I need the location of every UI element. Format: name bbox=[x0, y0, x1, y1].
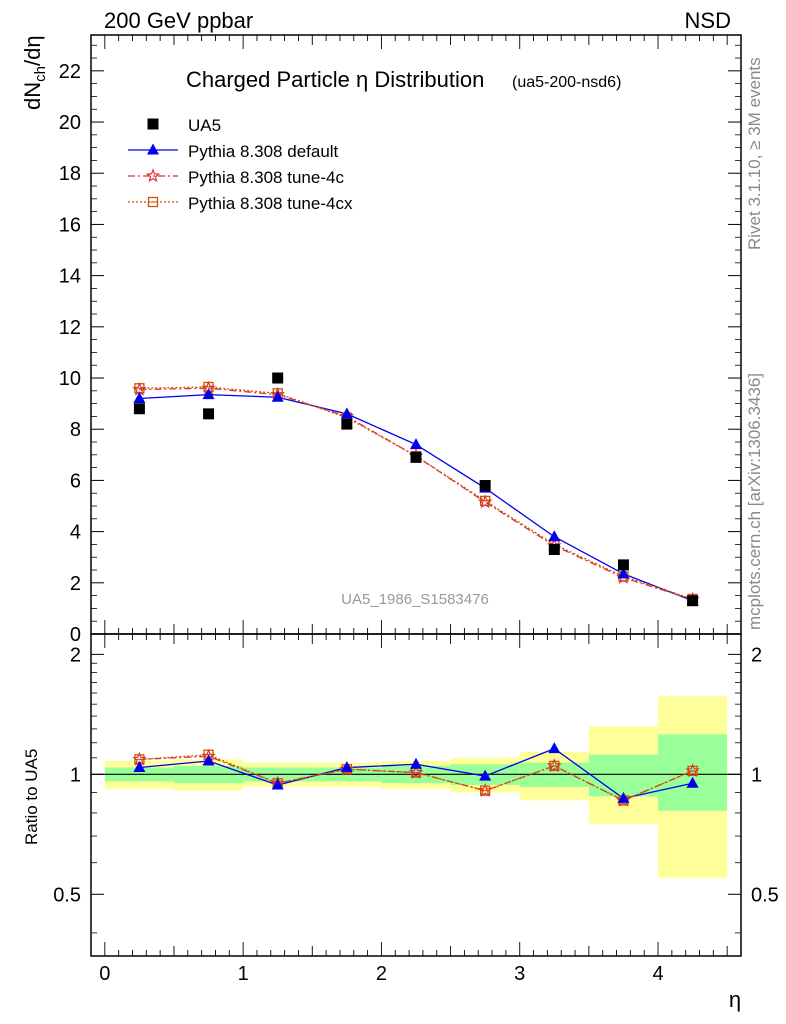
series-0-point bbox=[617, 559, 629, 571]
series-line-2 bbox=[139, 387, 693, 601]
series-1-point bbox=[410, 438, 422, 450]
y-tick-label: 14 bbox=[59, 266, 81, 288]
y-axis-label: dNch/dη bbox=[20, 35, 49, 110]
series-line-3 bbox=[139, 386, 693, 600]
y-tick-label: 16 bbox=[59, 214, 81, 236]
y-tick-label: 8 bbox=[70, 419, 81, 441]
rivet-label: Rivet 3.1.10, ≥ 3M events bbox=[745, 57, 764, 250]
series-1-point bbox=[548, 530, 561, 542]
header-right-label: NSD bbox=[685, 8, 731, 33]
series-line-1 bbox=[139, 394, 693, 602]
series-1-point bbox=[340, 407, 353, 419]
ratio-1-point bbox=[477, 783, 493, 797]
ratio-uncertainty-bands bbox=[104, 696, 728, 878]
legend-label-1: Pythia 8.308 default bbox=[188, 142, 339, 161]
x-axis-label: η bbox=[729, 987, 741, 1012]
x-tick-label: 3 bbox=[514, 963, 525, 985]
legend-marker-2 bbox=[145, 168, 161, 183]
y-tick-label: 12 bbox=[59, 317, 81, 339]
ratio-line-1 bbox=[139, 755, 693, 802]
ratio-tick-label-right: 0.5 bbox=[751, 884, 779, 906]
ratio-axis-label: Ratio to UA5 bbox=[22, 749, 41, 845]
ratio-1-point bbox=[547, 758, 562, 773]
ratio-0-point bbox=[479, 769, 492, 781]
x-tick-label: 0 bbox=[99, 963, 110, 985]
ratio-0-point bbox=[133, 761, 146, 773]
chart-title: Charged Particle η Distribution bbox=[186, 67, 484, 92]
ratio-tick-label-right: 2 bbox=[751, 644, 762, 666]
ratio-plot-frame bbox=[90, 633, 742, 957]
series-0-point bbox=[203, 408, 215, 420]
ratio-0-point bbox=[617, 791, 630, 803]
ratio-1-point bbox=[616, 792, 631, 807]
ratio-0-point bbox=[202, 754, 215, 766]
analysis-watermark: UA5_1986_S1583476 bbox=[341, 591, 489, 608]
y-tick-label: 0 bbox=[70, 624, 81, 646]
ratio-tick-label-right: 1 bbox=[751, 764, 762, 786]
series-1-point bbox=[271, 390, 284, 402]
legend-marker-1 bbox=[147, 143, 159, 155]
ratio-0-point bbox=[271, 778, 284, 790]
legend-marker-0 bbox=[147, 118, 159, 130]
ratio-tick-label: 0.5 bbox=[53, 884, 81, 906]
legend-label-2: Pythia 8.308 tune-4c bbox=[188, 168, 344, 187]
series-0-point bbox=[687, 595, 699, 607]
series-0-point bbox=[272, 372, 284, 384]
series-0-point bbox=[341, 418, 353, 430]
main-axis-ticks: 0 2 4 6 8 10 12 14 16 18 20 22 bbox=[59, 35, 742, 646]
series-1-point bbox=[202, 388, 215, 400]
series-0-point bbox=[479, 480, 491, 492]
x-tick-label: 1 bbox=[238, 963, 249, 985]
legend: UA5 Pythia 8.308 default Pythia 8.308 tune… bbox=[128, 116, 353, 213]
header-left-label: 200 GeV ppbar bbox=[104, 8, 253, 33]
ratio-band-inner bbox=[658, 734, 728, 811]
x-tick-label: 2 bbox=[376, 963, 387, 985]
y-tick-label: 20 bbox=[59, 112, 81, 134]
ratio-series-markers bbox=[132, 742, 700, 807]
x-tick-label: 4 bbox=[652, 963, 663, 985]
main-series-markers bbox=[132, 372, 700, 607]
legend-label-3: Pythia 8.308 tune-4cx bbox=[188, 194, 353, 213]
ratio-0-point bbox=[410, 757, 422, 769]
ratio-0-point bbox=[340, 761, 353, 773]
chart-subtitle: (ua5-200-nsd6) bbox=[512, 74, 621, 91]
ratio-axis-ticks: 0.5 0.5 1 1 2 2 0 1 2 3 4 bbox=[53, 634, 779, 985]
y-tick-label: 22 bbox=[59, 61, 81, 83]
ratio-1-point bbox=[685, 763, 700, 778]
y-tick-label: 18 bbox=[59, 163, 81, 185]
ratio-0-point bbox=[548, 742, 561, 754]
y-tick-label: 4 bbox=[70, 522, 81, 544]
series-2-point bbox=[477, 494, 493, 509]
ratio-0-point bbox=[686, 776, 699, 788]
series-1-point bbox=[617, 567, 630, 579]
series-0-point bbox=[548, 544, 560, 556]
y-tick-label: 6 bbox=[70, 470, 81, 492]
ratio-tick-label: 2 bbox=[70, 644, 81, 666]
mcplots-label: mcplots.cern.ch [arXiv:1306.3436] bbox=[745, 373, 764, 630]
ratio-line-2 bbox=[139, 754, 693, 802]
ratio-1-point bbox=[408, 764, 424, 779]
legend-label-0: UA5 bbox=[188, 116, 221, 135]
y-tick-label: 10 bbox=[59, 368, 81, 390]
series-0-point bbox=[410, 451, 422, 463]
y-tick-label: 2 bbox=[70, 573, 81, 595]
series-1-point bbox=[133, 391, 146, 403]
main-series-lines bbox=[139, 386, 693, 602]
series-0-point bbox=[133, 403, 145, 415]
ratio-tick-label: 1 bbox=[70, 764, 81, 786]
